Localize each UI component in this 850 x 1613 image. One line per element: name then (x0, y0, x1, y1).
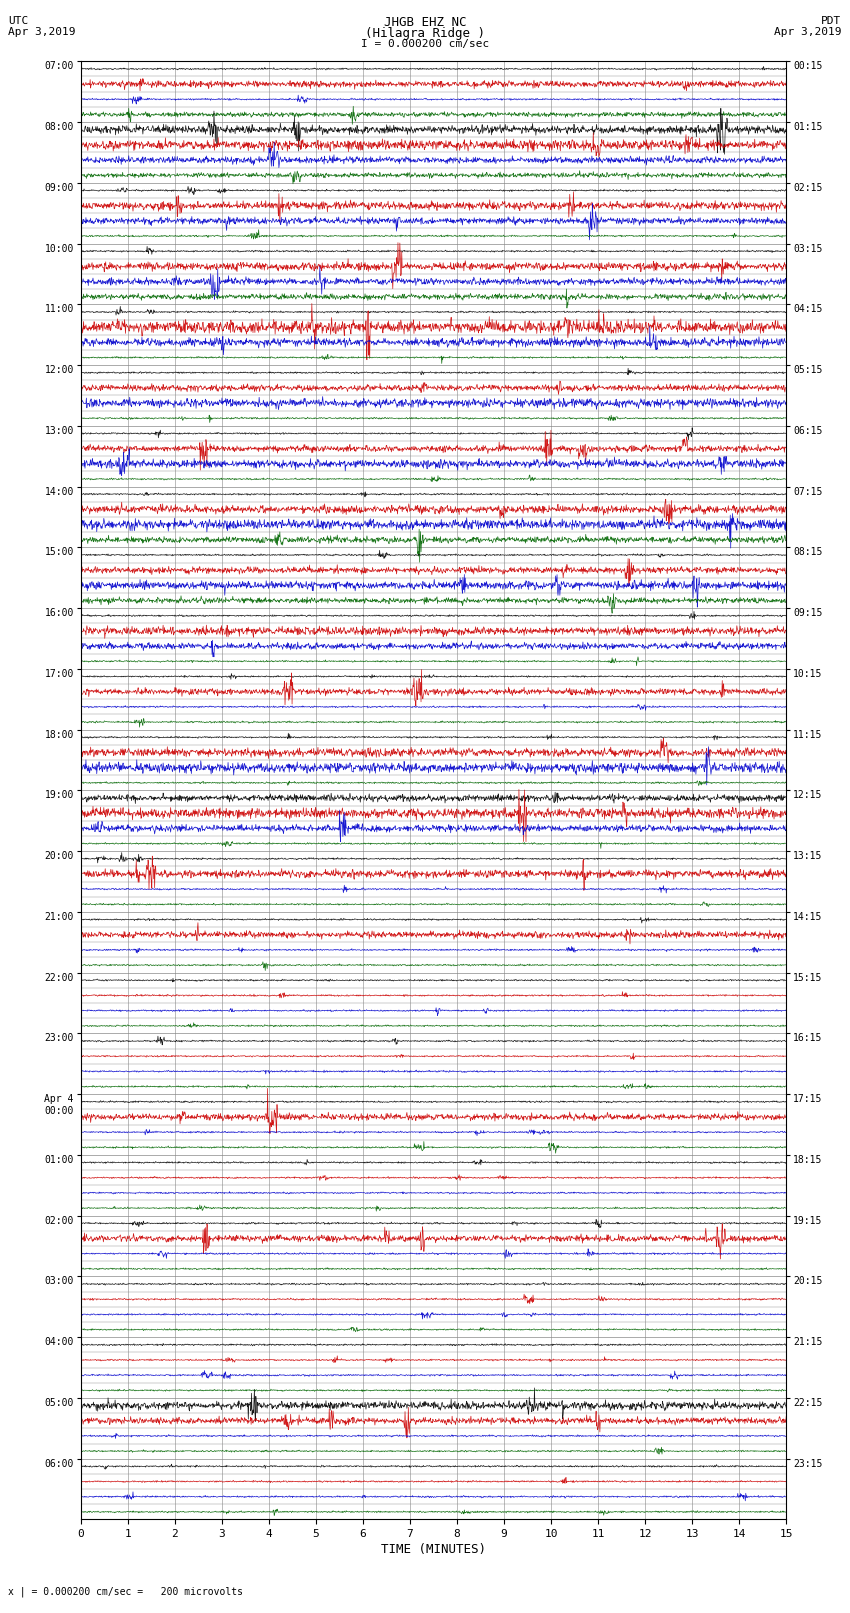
Text: (Hilagra Ridge ): (Hilagra Ridge ) (365, 27, 485, 40)
Text: JHGB EHZ NC: JHGB EHZ NC (383, 16, 467, 29)
Text: x | = 0.000200 cm/sec =   200 microvolts: x | = 0.000200 cm/sec = 200 microvolts (8, 1586, 243, 1597)
Text: PDT: PDT (821, 16, 842, 26)
Text: I = 0.000200 cm/sec: I = 0.000200 cm/sec (361, 39, 489, 48)
Text: UTC: UTC (8, 16, 29, 26)
X-axis label: TIME (MINUTES): TIME (MINUTES) (381, 1544, 486, 1557)
Text: Apr 3,2019: Apr 3,2019 (774, 27, 842, 37)
Text: Apr 3,2019: Apr 3,2019 (8, 27, 76, 37)
